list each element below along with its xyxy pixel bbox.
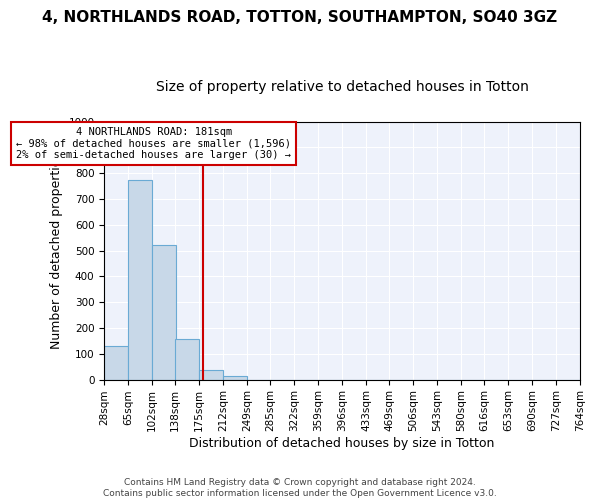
Bar <box>104 346 128 380</box>
X-axis label: Distribution of detached houses by size in Totton: Distribution of detached houses by size … <box>190 437 495 450</box>
Title: Size of property relative to detached houses in Totton: Size of property relative to detached ho… <box>155 80 529 94</box>
Text: 4 NORTHLANDS ROAD: 181sqm
← 98% of detached houses are smaller (1,596)
2% of sem: 4 NORTHLANDS ROAD: 181sqm ← 98% of detac… <box>16 127 291 160</box>
Bar <box>175 339 199 380</box>
Text: 4, NORTHLANDS ROAD, TOTTON, SOUTHAMPTON, SO40 3GZ: 4, NORTHLANDS ROAD, TOTTON, SOUTHAMPTON,… <box>43 10 557 25</box>
Bar <box>152 245 176 380</box>
Y-axis label: Number of detached properties: Number of detached properties <box>50 152 63 349</box>
Bar <box>199 370 223 380</box>
Bar <box>223 376 247 380</box>
Bar <box>128 180 152 380</box>
Text: Contains HM Land Registry data © Crown copyright and database right 2024.
Contai: Contains HM Land Registry data © Crown c… <box>103 478 497 498</box>
